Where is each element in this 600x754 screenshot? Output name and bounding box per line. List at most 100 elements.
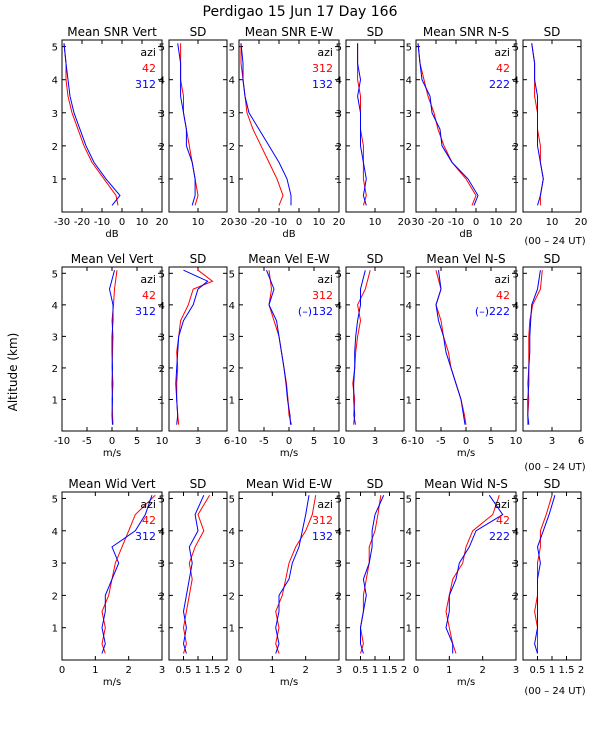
legend-blue-azimuth: 132 bbox=[312, 78, 333, 91]
panel-title: SD bbox=[367, 252, 384, 266]
legend-header: azi bbox=[317, 273, 333, 286]
legend-header: azi bbox=[140, 498, 156, 511]
series-line-blue-222 bbox=[445, 494, 504, 654]
x-tick-label: -10 bbox=[408, 436, 424, 447]
panel-title: SD bbox=[367, 25, 384, 39]
legend-red-azimuth: 42 bbox=[496, 514, 510, 527]
series-line-blue-312 bbox=[177, 43, 196, 206]
y-tick-label: 4 bbox=[513, 76, 519, 87]
x-tick-label: 6 bbox=[578, 436, 584, 447]
y-tick-label: 4 bbox=[229, 76, 235, 87]
legend-header: azi bbox=[494, 498, 510, 511]
y-tick-label: 4 bbox=[336, 301, 342, 312]
y-tick-label: 5 bbox=[229, 494, 235, 505]
x-tick-label: -20 bbox=[74, 217, 90, 228]
plot-frame bbox=[415, 491, 517, 661]
y-tick-label: 4 bbox=[336, 527, 342, 538]
y-tick-label: 2 bbox=[513, 364, 519, 375]
y-tick-label: 5 bbox=[229, 269, 235, 280]
panel-title: Mean Vel N-S bbox=[426, 252, 505, 266]
series-line-blue-222 bbox=[417, 43, 479, 206]
x-tick-label: 1.5 bbox=[382, 665, 398, 676]
panel-title: Mean Wid N-S bbox=[424, 477, 508, 491]
y-tick-label: 5 bbox=[336, 494, 342, 505]
legend-blue-azimuth: 312 bbox=[135, 530, 156, 543]
panel-12-sd: SD 1 2 3 4 5 3 6 bbox=[513, 252, 585, 447]
y-tick-label: 5 bbox=[336, 43, 342, 54]
x-tick-label: 3 bbox=[549, 436, 555, 447]
y-tick-label: 3 bbox=[336, 559, 342, 570]
y-tick-label: 2 bbox=[229, 142, 235, 153]
legend: azi 42 222 bbox=[489, 46, 510, 91]
y-tick-label: 1 bbox=[159, 624, 165, 635]
x-tick-label: 0 bbox=[59, 665, 65, 676]
y-tick-label: 2 bbox=[52, 364, 58, 375]
y-tick-label: 1 bbox=[229, 175, 235, 186]
ut-note-row-1: (00 – 24 UT) bbox=[524, 236, 585, 247]
x-tick-label: -10 bbox=[54, 436, 70, 447]
plot-frame bbox=[238, 491, 340, 661]
legend-header: azi bbox=[317, 46, 333, 59]
y-tick-label: 4 bbox=[159, 527, 165, 538]
x-tick-label: 0 bbox=[463, 436, 469, 447]
x-axis-label: m/s bbox=[103, 448, 121, 459]
y-tick-label: 4 bbox=[406, 301, 412, 312]
panel-title: SD bbox=[190, 252, 207, 266]
x-tick-label: 5 bbox=[311, 436, 317, 447]
x-tick-label: -20 bbox=[428, 217, 444, 228]
series-line-red-312 bbox=[357, 43, 367, 206]
y-tick-label: 4 bbox=[513, 527, 519, 538]
y-tick-label: 5 bbox=[406, 269, 412, 280]
x-tick-label: 1.5 bbox=[559, 665, 575, 676]
y-tick-label: 2 bbox=[159, 142, 165, 153]
plot-frame bbox=[522, 39, 582, 213]
series-line-blue-222 bbox=[435, 270, 466, 425]
ut-note-row-2: (00 – 24 UT) bbox=[524, 462, 585, 473]
legend: azi 42 312 bbox=[135, 498, 156, 543]
x-tick-label: -10 bbox=[448, 217, 464, 228]
y-tick-label: 4 bbox=[336, 76, 342, 87]
panel-title: SD bbox=[544, 477, 561, 491]
y-tick-label: 4 bbox=[159, 301, 165, 312]
series-line-blue-312 bbox=[175, 269, 209, 425]
x-axis-label: m/s bbox=[280, 677, 298, 688]
x-axis-label: dB bbox=[282, 229, 295, 240]
panel-2-sd: SD 1 2 3 4 5 10 20 bbox=[159, 25, 234, 228]
x-tick-label: 10 bbox=[192, 217, 205, 228]
series-line-blue-222 bbox=[527, 270, 541, 425]
y-tick-label: 5 bbox=[52, 269, 58, 280]
y-tick-label: 1 bbox=[229, 624, 235, 635]
panel-title: SD bbox=[367, 477, 384, 491]
series-line-blue-222 bbox=[534, 495, 556, 654]
y-tick-label: 4 bbox=[406, 527, 412, 538]
x-tick-label: 20 bbox=[221, 217, 234, 228]
panel-10-sd: SD 1 2 3 4 5 3 6 bbox=[336, 252, 408, 447]
series-line-blue-132 bbox=[360, 494, 385, 654]
x-tick-label: 2 bbox=[578, 665, 584, 676]
plot-frame bbox=[522, 491, 582, 661]
x-tick-label: 10 bbox=[546, 217, 559, 228]
y-tick-label: 3 bbox=[52, 559, 58, 570]
x-tick-label: 10 bbox=[490, 217, 503, 228]
panel-title: Mean Vel Vert bbox=[71, 252, 154, 266]
x-tick-label: 2 bbox=[224, 665, 230, 676]
y-tick-label: 3 bbox=[513, 332, 519, 343]
panel-8-sd: SD 1 2 3 4 5 3 6 bbox=[159, 252, 231, 447]
y-tick-label: 5 bbox=[52, 43, 58, 54]
legend: azi 42 312 bbox=[135, 273, 156, 318]
y-tick-label: 4 bbox=[229, 527, 235, 538]
x-tick-label: 0 bbox=[413, 665, 419, 676]
legend: azi 312 132 bbox=[312, 498, 333, 543]
panel-title: SD bbox=[190, 25, 207, 39]
x-tick-label: 2 bbox=[479, 665, 485, 676]
legend-red-azimuth: 312 bbox=[312, 62, 333, 75]
y-tick-label: 2 bbox=[159, 591, 165, 602]
legend-blue-azimuth: (–)132 bbox=[298, 305, 333, 318]
x-axis-label: dB bbox=[459, 229, 472, 240]
plot-frame bbox=[168, 39, 228, 213]
x-tick-label: 3 bbox=[336, 665, 342, 676]
y-tick-label: 4 bbox=[52, 527, 58, 538]
